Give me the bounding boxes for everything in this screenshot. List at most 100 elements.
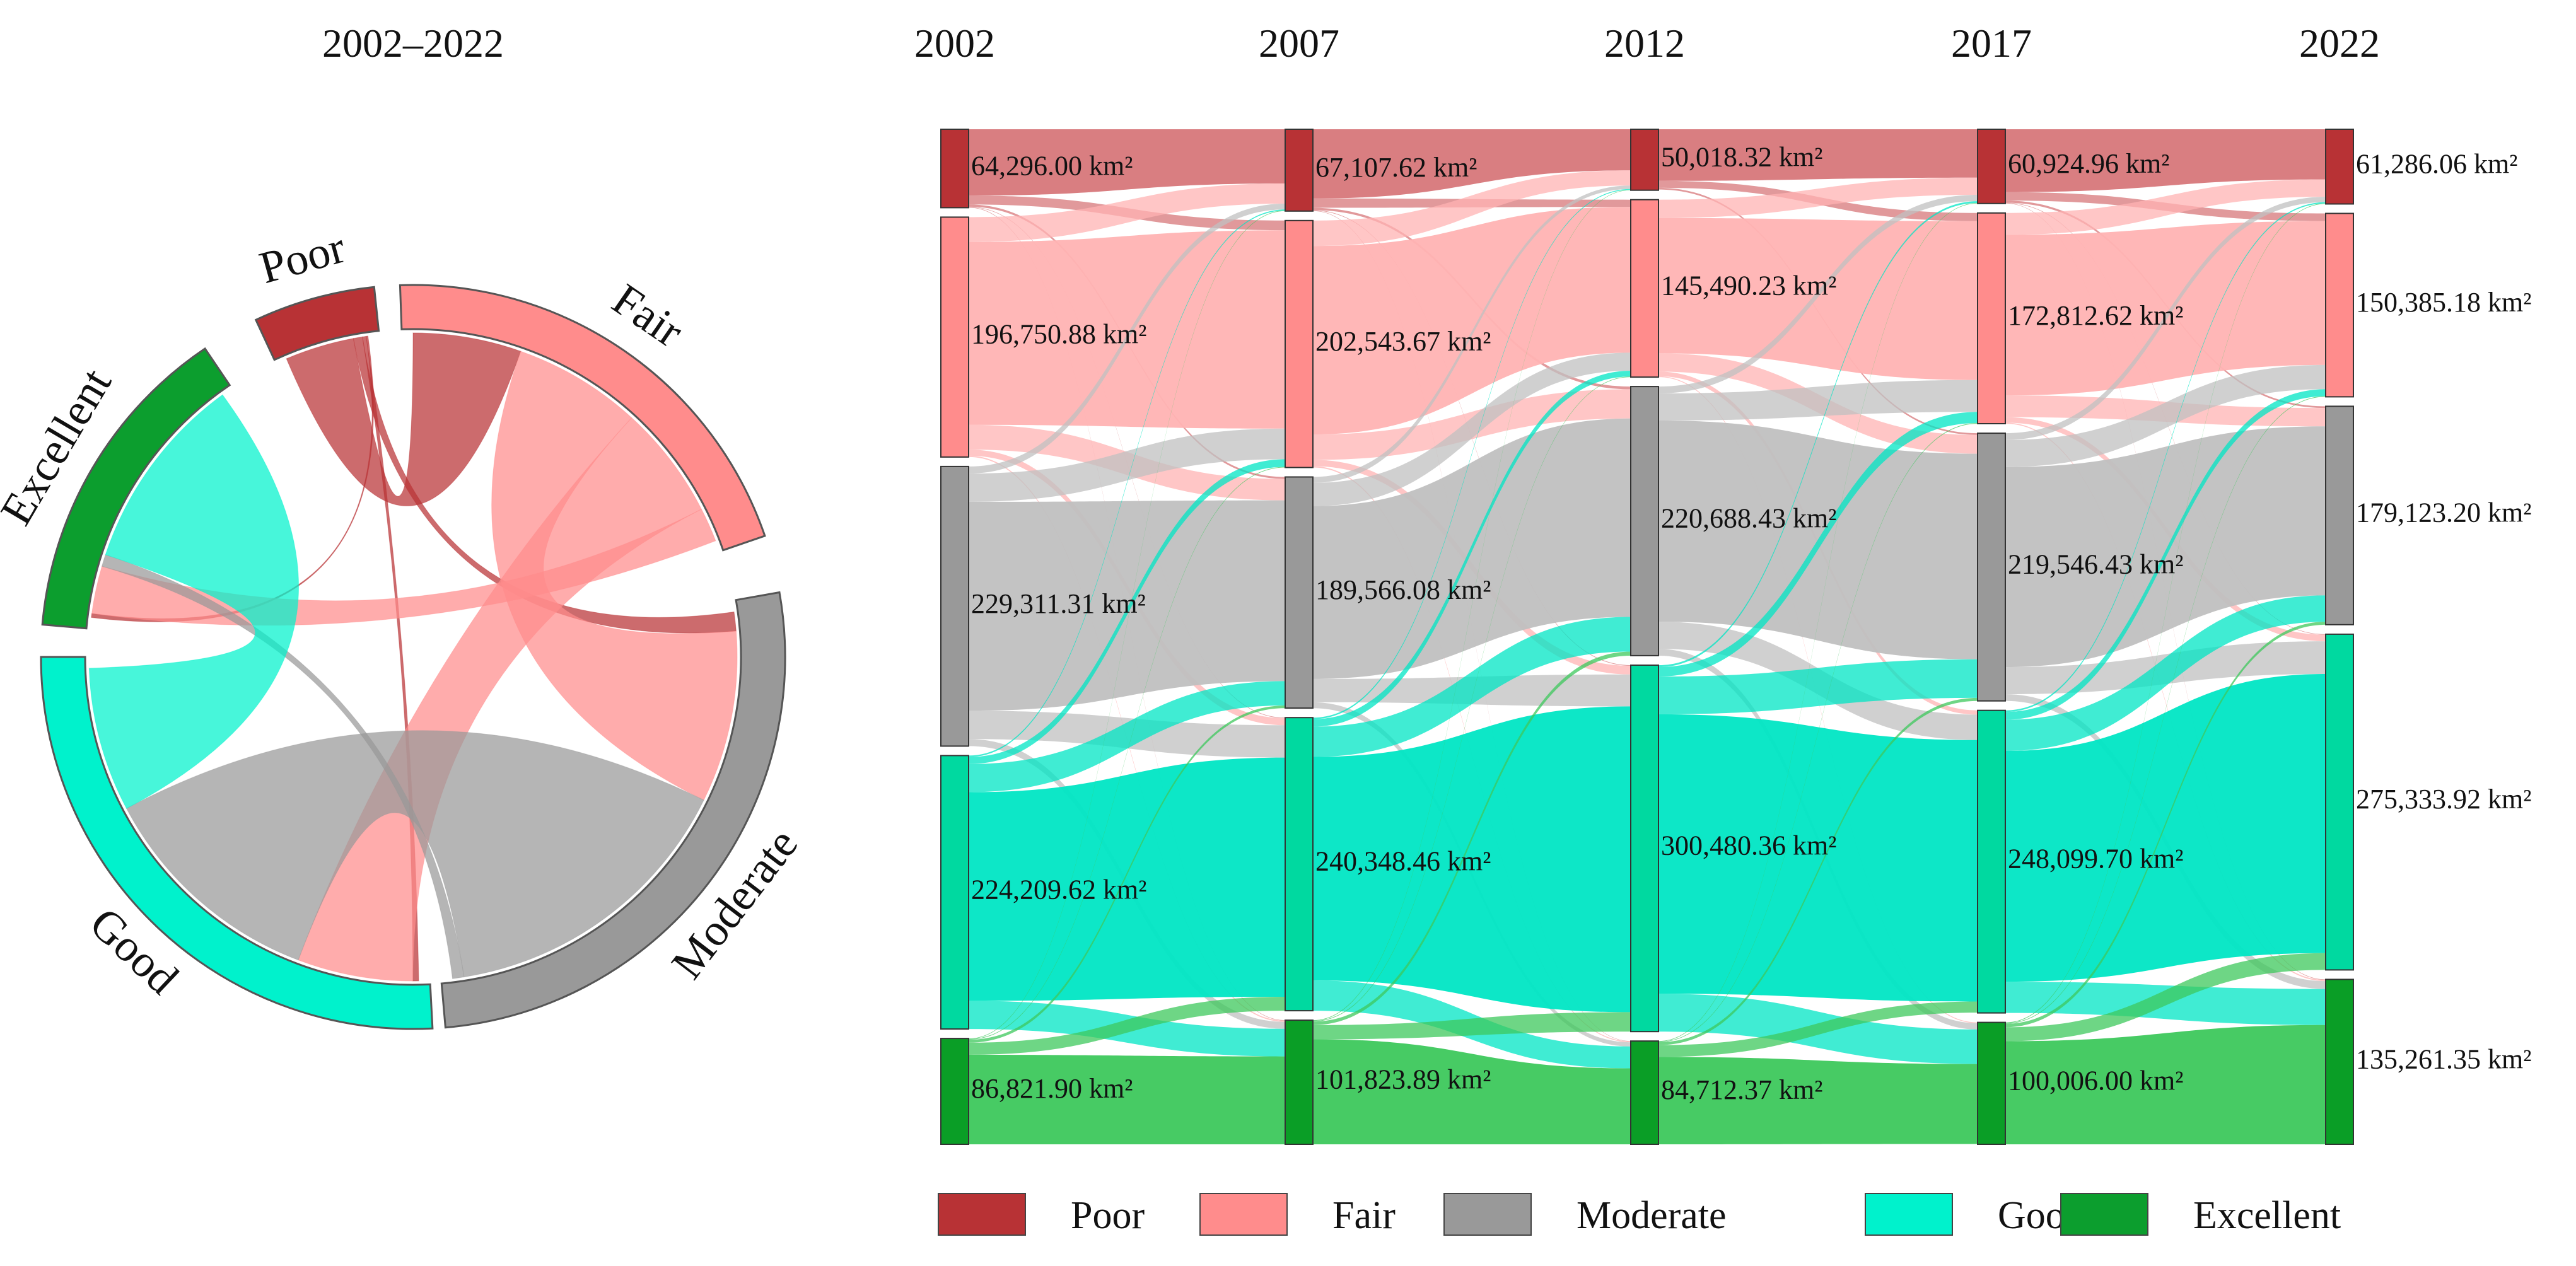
sankey-year-2012: 2012 (1604, 21, 1685, 66)
sankey-node-2002-poor (940, 129, 969, 209)
sankey-node-2022-moderate (2325, 405, 2354, 625)
chord-arc-good (40, 656, 434, 1030)
sankey-link-2017-excellent-to-moderate (2005, 622, 2326, 1028)
sankey-node-2017-good (1977, 709, 2006, 1014)
sankey-node-2002-excellent (940, 1038, 969, 1145)
sankey-value-label-2022-good: 275,333.92 km² (2356, 784, 2531, 815)
sankey-node-2002-moderate (940, 465, 969, 747)
sankey-link-2007-moderate-to-fair (1313, 352, 1631, 506)
sankey-link-2002-good-to-moderate (969, 681, 1285, 793)
legend-swatch-moderate (1443, 1193, 1532, 1236)
sankey-year-2022: 2022 (2299, 21, 2380, 66)
sankey-node-2007-poor (1285, 129, 1314, 212)
chord-ribbon-good-excellent (88, 394, 299, 809)
sankey-value-label-2012-good: 300,480.36 km² (1661, 830, 1836, 861)
sankey-link-2017-excellent-to-excellent (2005, 1025, 2326, 1144)
sankey-node-2012-excellent (1630, 1040, 1659, 1145)
sankey-value-label-2022-fair: 150,385.18 km² (2356, 287, 2531, 318)
sankey-link-2017-excellent-to-fair (2005, 396, 2326, 1024)
sankey-link-2017-good-to-good (2005, 674, 2326, 982)
sankey-link-2007-excellent-to-excellent (1313, 1039, 1631, 1144)
sankey-value-label-2002-fair: 196,750.88 km² (971, 319, 1146, 350)
sankey-value-label-2012-moderate: 220,688.43 km² (1661, 503, 1836, 534)
sankey-value-label-2022-excellent: 135,261.35 km² (2356, 1043, 2531, 1074)
sankey-node-2007-fair (1285, 219, 1314, 468)
sankey-link-2007-good-to-poor (1313, 189, 1631, 719)
legend-swatch-fair (1199, 1193, 1288, 1236)
sankey-link-2017-fair-to-fair (2005, 221, 2326, 396)
sankey-link-2012-excellent-to-excellent (1658, 1057, 1978, 1144)
sankey-link-2007-excellent-to-good (1313, 1012, 1631, 1040)
sankey-link-2012-moderate-to-poor (1658, 195, 1978, 393)
sankey-link-2012-good-to-fair (1658, 412, 1978, 677)
sankey-link-2007-good-to-moderate (1313, 617, 1631, 757)
sankey-node-2002-good (940, 755, 969, 1030)
sankey-node-2022-poor (2325, 129, 2354, 205)
sankey-link-2012-good-to-poor (1658, 201, 1978, 668)
sankey-value-label-2007-fair: 202,543.67 km² (1315, 326, 1491, 357)
sankey-node-2017-fair (1977, 212, 2006, 424)
sankey-value-label-2022-moderate: 179,123.20 km² (2356, 497, 2531, 528)
sankey-node-2017-excellent (1977, 1021, 2006, 1145)
chord-arc-fair (399, 284, 766, 552)
sankey-link-2002-excellent-to-excellent (969, 1055, 1285, 1144)
sankey-link-2012-fair-to-poor (1658, 177, 1978, 218)
sankey-link-2002-moderate-to-moderate (969, 500, 1285, 711)
sankey-link-2007-excellent-to-poor (1313, 190, 1631, 1021)
chord-ribbons (88, 332, 738, 982)
sankey-year-2002: 2002 (914, 21, 995, 66)
sankey-link-2017-excellent-to-good (2005, 953, 2326, 1042)
sankey-link-2002-moderate-to-fair (969, 428, 1285, 502)
sankey-value-label-2002-moderate: 229,311.31 km² (971, 588, 1146, 619)
sankey-link-2007-excellent-to-fair (1313, 376, 1631, 1022)
legend-label-fair: Fair (1332, 1194, 1396, 1237)
sankey-node-2012-moderate (1630, 386, 1659, 656)
sankey-link-2002-excellent-to-fair (969, 467, 1285, 1040)
sankey-node-2007-excellent (1285, 1019, 1314, 1145)
sankey-node-2022-excellent (2325, 979, 2354, 1146)
sankey-link-2002-fair-to-fair (969, 230, 1285, 429)
legend-label-excellent: Excellent (2193, 1194, 2341, 1237)
sankey-node-2002-fair (940, 216, 969, 458)
legend-swatch-poor (938, 1193, 1026, 1236)
sankey-link-2002-fair-to-poor (969, 183, 1285, 242)
sankey-link-2007-moderate-to-poor (1313, 185, 1631, 483)
sankey-link-2012-excellent-to-good (1658, 1001, 1978, 1057)
chord-ribbon-poor-moderate (353, 336, 737, 634)
sankey-link-2012-fair-to-fair (1658, 218, 1978, 380)
sankey-link-2017-moderate-to-poor (2005, 197, 2326, 440)
legend-swatch-excellent (2060, 1193, 2148, 1236)
sankey-link-2012-excellent-to-moderate (1658, 697, 1978, 1045)
sankey-year-2007: 2007 (1259, 21, 1339, 66)
sankey-link-2002-moderate-to-poor (969, 204, 1285, 474)
sankey-link-2002-excellent-to-poor (969, 211, 1285, 1039)
sankey-value-label-2017-fair: 172,812.62 km² (2008, 300, 2183, 331)
sankey-link-2007-fair-to-fair (1313, 207, 1631, 434)
chord-ribbon-poor-excellent (91, 335, 374, 622)
sankey-link-2012-good-to-good (1658, 714, 1978, 1002)
sankey-link-2002-good-to-good (969, 757, 1285, 1001)
sankey-link-2007-good-to-good (1313, 706, 1631, 1013)
legend-swatch-good (1865, 1193, 1953, 1236)
sankey-value-label-2017-good: 248,099.70 km² (2008, 844, 2183, 874)
sankey-node-2022-good (2325, 633, 2354, 971)
sankey-link-2017-fair-to-excellent (2005, 422, 2326, 982)
sankey-value-label-2017-poor: 60,924.96 km² (2008, 148, 2169, 179)
sankey-link-2012-moderate-to-fair (1658, 380, 1978, 421)
sankey-node-2007-moderate (1285, 476, 1314, 709)
sankey-node-2007-good (1285, 717, 1314, 1012)
sankey-node-2012-good (1630, 665, 1659, 1033)
sankey-link-2017-fair-to-poor (2005, 179, 2326, 235)
sankey-links (969, 129, 2326, 1144)
sankey-value-label-2007-good: 240,348.46 km² (1315, 846, 1491, 877)
sankey-year-labels: 2002 2007 2012 2017 2022 (914, 21, 2380, 66)
sankey-link-2007-good-to-fair (1313, 371, 1631, 727)
sankey-value-label-2012-fair: 145,490.23 km² (1661, 270, 1836, 301)
sankey-node-2012-poor (1630, 129, 1659, 191)
sankey-value-label-2012-poor: 50,018.32 km² (1661, 141, 1822, 172)
sankey-link-2012-excellent-to-poor (1658, 203, 1978, 1042)
chord-ribbon-moderate-excellent (101, 554, 465, 979)
sankey-year-2017: 2017 (1951, 21, 2032, 66)
sankey-value-label-2017-moderate: 219,546.43 km² (2008, 549, 2183, 579)
sankey-link-2017-moderate-to-fair (2005, 364, 2326, 467)
